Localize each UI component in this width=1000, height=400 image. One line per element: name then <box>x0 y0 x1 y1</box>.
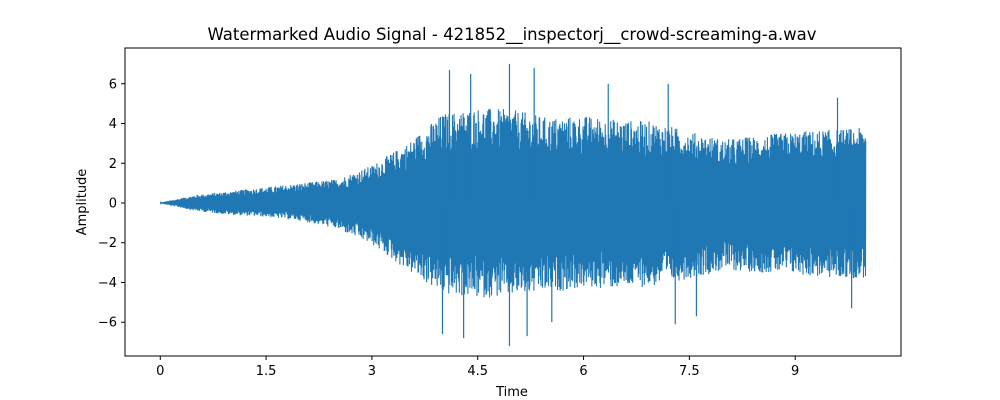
y-tick-label: 4 <box>109 117 117 132</box>
y-tick-label: −4 <box>98 276 117 291</box>
y-axis: −6 −4 −2 0 2 4 6 <box>98 77 125 331</box>
x-axis-label: Time <box>495 385 528 400</box>
waveform-line <box>159 108 867 298</box>
y-tick-label: 2 <box>109 157 117 172</box>
plot-area <box>159 63 867 347</box>
y-tick-label: −6 <box>98 316 117 331</box>
y-tick-label: 0 <box>109 196 117 211</box>
x-tick-label: 1.5 <box>256 364 277 379</box>
axes-frame <box>124 47 902 357</box>
x-axis: 0 1.5 3 4.5 6 7.5 9 <box>156 356 799 379</box>
x-tick-label: 9 <box>791 364 799 379</box>
x-tick-label: 0 <box>156 364 164 379</box>
x-tick-label: 7.5 <box>679 364 700 379</box>
y-axis-label: Amplitude <box>75 169 90 236</box>
chart-title: Watermarked Audio Signal - 421852__inspe… <box>208 25 817 45</box>
x-tick-label: 6 <box>579 364 587 379</box>
y-tick-label: −2 <box>98 236 117 251</box>
y-tick-label: 6 <box>109 77 117 92</box>
x-tick-label: 3 <box>368 364 376 379</box>
x-tick-label: 4.5 <box>467 364 488 379</box>
